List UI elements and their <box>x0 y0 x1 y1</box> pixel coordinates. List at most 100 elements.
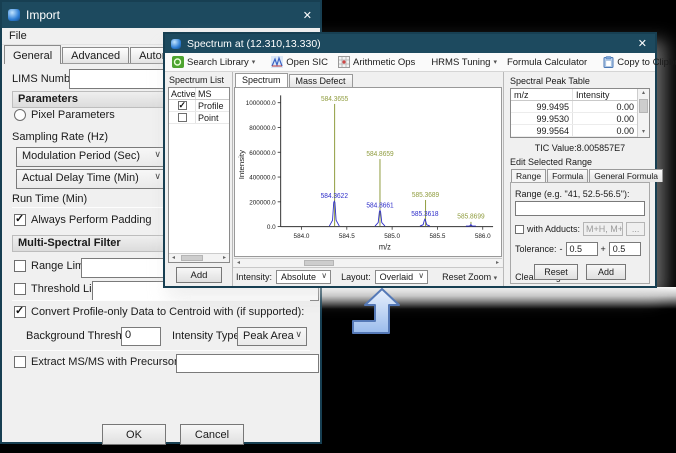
list-item[interactable]: Profile <box>169 100 229 112</box>
extract-msms-checkbox[interactable] <box>14 356 26 368</box>
edit-selected-range-header: Edit Selected Range <box>510 157 593 167</box>
convert-label: Convert Profile-only Data to Centroid wi… <box>31 306 305 318</box>
svg-text:m/z: m/z <box>379 243 391 252</box>
convert-row: Convert Profile-only Data to Centroid wi… <box>14 304 305 318</box>
adducts-more-button[interactable]: ... <box>626 222 645 236</box>
hrms-tuning-label: HRMS Tuning <box>431 56 491 68</box>
copy-to-clipboard-button[interactable]: Copy to Clipboard <box>600 55 676 69</box>
spectrum-toolbar: Search Library ▾ Open SIC Arithmetic Op <box>165 53 676 72</box>
with-adducts-checkbox[interactable] <box>515 224 524 234</box>
range-input[interactable] <box>515 201 645 216</box>
divider <box>12 300 310 301</box>
svg-text:584.0: 584.0 <box>294 233 310 240</box>
app-icon <box>8 9 20 21</box>
arithmetic-ops-button[interactable]: Arithmetic Ops <box>335 55 418 69</box>
tab-mass-defect[interactable]: Mass Defect <box>288 74 353 87</box>
menubar: File <box>2 28 320 45</box>
import-titlebar[interactable]: Import ✕ <box>2 2 320 28</box>
tolerance-plus-input[interactable]: 0.5 <box>608 242 641 256</box>
hrms-tuning-button[interactable]: HRMS Tuning ▾ <box>428 56 500 69</box>
layout-mode-label: Layout: <box>341 272 371 282</box>
scroll-right-icon[interactable]: ▸ <box>222 255 226 261</box>
spectrum-titlebar[interactable]: Spectrum at (12.310,13.330) ✕ <box>165 34 655 53</box>
scrollbar-thumb[interactable] <box>639 99 648 113</box>
scrollbar-thumb[interactable] <box>303 260 334 266</box>
table-row[interactable]: 99.9530 0.00 <box>511 113 637 125</box>
adducts-input[interactable]: M+H, M+N <box>583 222 624 236</box>
spectrum-list-box: Active MS Profile Point ◂ ▸ <box>168 87 230 263</box>
tab-advanced[interactable]: Advanced <box>62 47 130 64</box>
list-item-label: Point <box>198 112 219 123</box>
edit-range-panel: Range (e.g. "41, 52.5-56.5"): with Adduc… <box>510 182 650 284</box>
pixel-parameters-radio[interactable] <box>14 109 26 121</box>
svg-text:600000.0: 600000.0 <box>249 150 276 157</box>
background-gradient-band <box>322 287 676 309</box>
scroll-left-icon[interactable]: ◂ <box>236 260 240 266</box>
tab-general-formula[interactable]: General Formula <box>589 169 664 182</box>
extract-msms-input[interactable] <box>176 354 319 373</box>
scroll-down-icon[interactable]: ▾ <box>641 129 645 135</box>
tolerance-row: Tolerance: - 0.5 + 0.5 <box>515 242 645 256</box>
scroll-up-icon[interactable]: ▴ <box>641 90 645 96</box>
list-item[interactable]: Point <box>169 112 229 124</box>
always-padding-checkbox[interactable] <box>14 212 26 226</box>
intensity-mode-select[interactable]: Absolute <box>276 270 332 284</box>
svg-text:585.8699: 585.8699 <box>457 214 485 221</box>
peak-table-vertical-scrollbar[interactable]: ▴ ▾ <box>637 89 649 137</box>
svg-text:585.0: 585.0 <box>384 233 400 240</box>
tab-spectrum[interactable]: Spectrum <box>235 73 288 87</box>
list-item-label: Profile <box>198 100 224 111</box>
actual-delay-select[interactable]: Actual Delay Time (Min) <box>16 169 166 189</box>
open-sic-button[interactable]: Open SIC <box>268 55 331 69</box>
add-range-button[interactable]: Add <box>586 264 626 280</box>
spectrum-list-panel: Spectrum List Active MS Profile Point <box>165 72 232 286</box>
convert-checkbox[interactable] <box>14 304 26 318</box>
point-active-checkbox[interactable] <box>177 113 187 122</box>
list-horizontal-scrollbar[interactable]: ◂ ▸ <box>169 253 229 262</box>
mz-cell: 99.9495 <box>511 101 573 112</box>
search-library-button[interactable]: Search Library ▾ <box>169 55 258 69</box>
mass-spectrum-chart[interactable]: 0.0 200000.0 400000.0 600000.0 800000.0 10000… <box>234 87 502 257</box>
spectral-peak-panel: Spectral Peak Table m/z Intensity 99.949… <box>503 72 664 286</box>
reset-zoom-button[interactable]: Reset Zoom ▾ <box>438 271 501 283</box>
threshold-limit-checkbox[interactable] <box>14 283 26 295</box>
menu-file[interactable]: File <box>9 30 27 42</box>
tolerance-minus-input[interactable]: 0.5 <box>565 242 598 256</box>
tolerance-plus-sign: + <box>600 244 606 254</box>
tab-general[interactable]: General <box>4 45 62 64</box>
layout-mode-select[interactable]: Overlaid <box>374 270 429 284</box>
close-icon[interactable]: ✕ <box>302 9 312 22</box>
table-row[interactable]: 99.9495 0.00 <box>511 101 637 113</box>
intensity-type-select[interactable]: Peak Area <box>237 327 307 346</box>
search-library-icon <box>172 56 184 68</box>
column-header-active: Active <box>171 88 196 99</box>
tab-formula[interactable]: Formula <box>547 169 589 182</box>
modulation-period-select[interactable]: Modulation Period (Sec) <box>16 147 166 167</box>
close-icon[interactable]: ✕ <box>637 38 647 50</box>
range-limit-checkbox[interactable] <box>14 260 26 272</box>
reset-button[interactable]: Reset <box>534 264 578 280</box>
edit-range-buttons: Reset Add <box>515 264 645 280</box>
scroll-right-icon[interactable]: ▸ <box>495 260 499 266</box>
profile-active-checkbox[interactable] <box>177 100 187 111</box>
edit-range-tab-strip: Range Formula General Formula <box>510 169 664 182</box>
scrollbar-thumb[interactable] <box>181 255 203 261</box>
background-threshold-input[interactable]: 0 <box>121 327 161 346</box>
intensity-type-label: Intensity Type: <box>172 330 243 342</box>
chart-horizontal-scrollbar[interactable]: ◂ ▸ <box>234 258 502 267</box>
import-window-title: Import <box>26 8 61 22</box>
tab-range[interactable]: Range <box>511 169 547 182</box>
scroll-left-icon[interactable]: ◂ <box>171 255 175 261</box>
svg-text:1000000.0: 1000000.0 <box>246 100 276 107</box>
extract-msms-label: Extract MS/MS with Precursor Ions: <box>31 356 205 368</box>
cancel-button[interactable]: Cancel <box>180 424 244 445</box>
formula-calculator-button[interactable]: Formula Calculator <box>504 56 590 69</box>
table-row[interactable]: 99.9564 0.00 <box>511 125 637 137</box>
run-time-row: Run Time (Min) <box>12 193 87 205</box>
open-sic-label: Open SIC <box>286 56 329 68</box>
ok-button[interactable]: OK <box>102 424 166 445</box>
spectral-peak-table-header: Spectral Peak Table <box>510 76 590 86</box>
spectrum-chart-svg: 0.0 200000.0 400000.0 600000.0 800000.0 10000… <box>237 95 494 252</box>
add-spectrum-button[interactable]: Add <box>176 267 222 283</box>
